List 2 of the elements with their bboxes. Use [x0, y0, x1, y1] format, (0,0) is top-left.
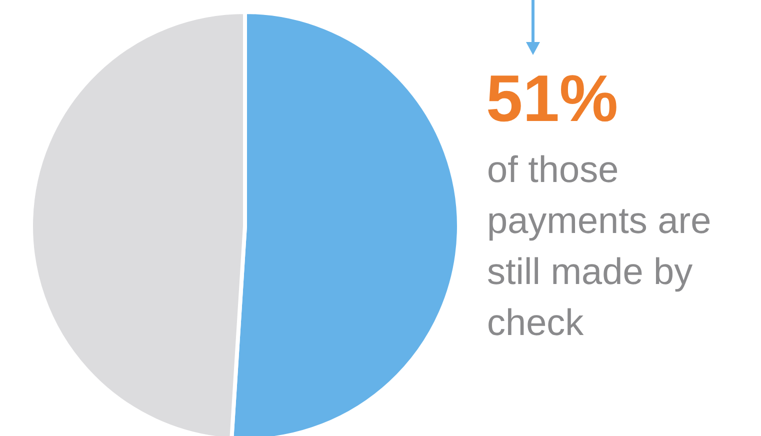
text: of those payments are still made by check — [487, 148, 712, 345]
text: 51% — [486, 60, 618, 136]
